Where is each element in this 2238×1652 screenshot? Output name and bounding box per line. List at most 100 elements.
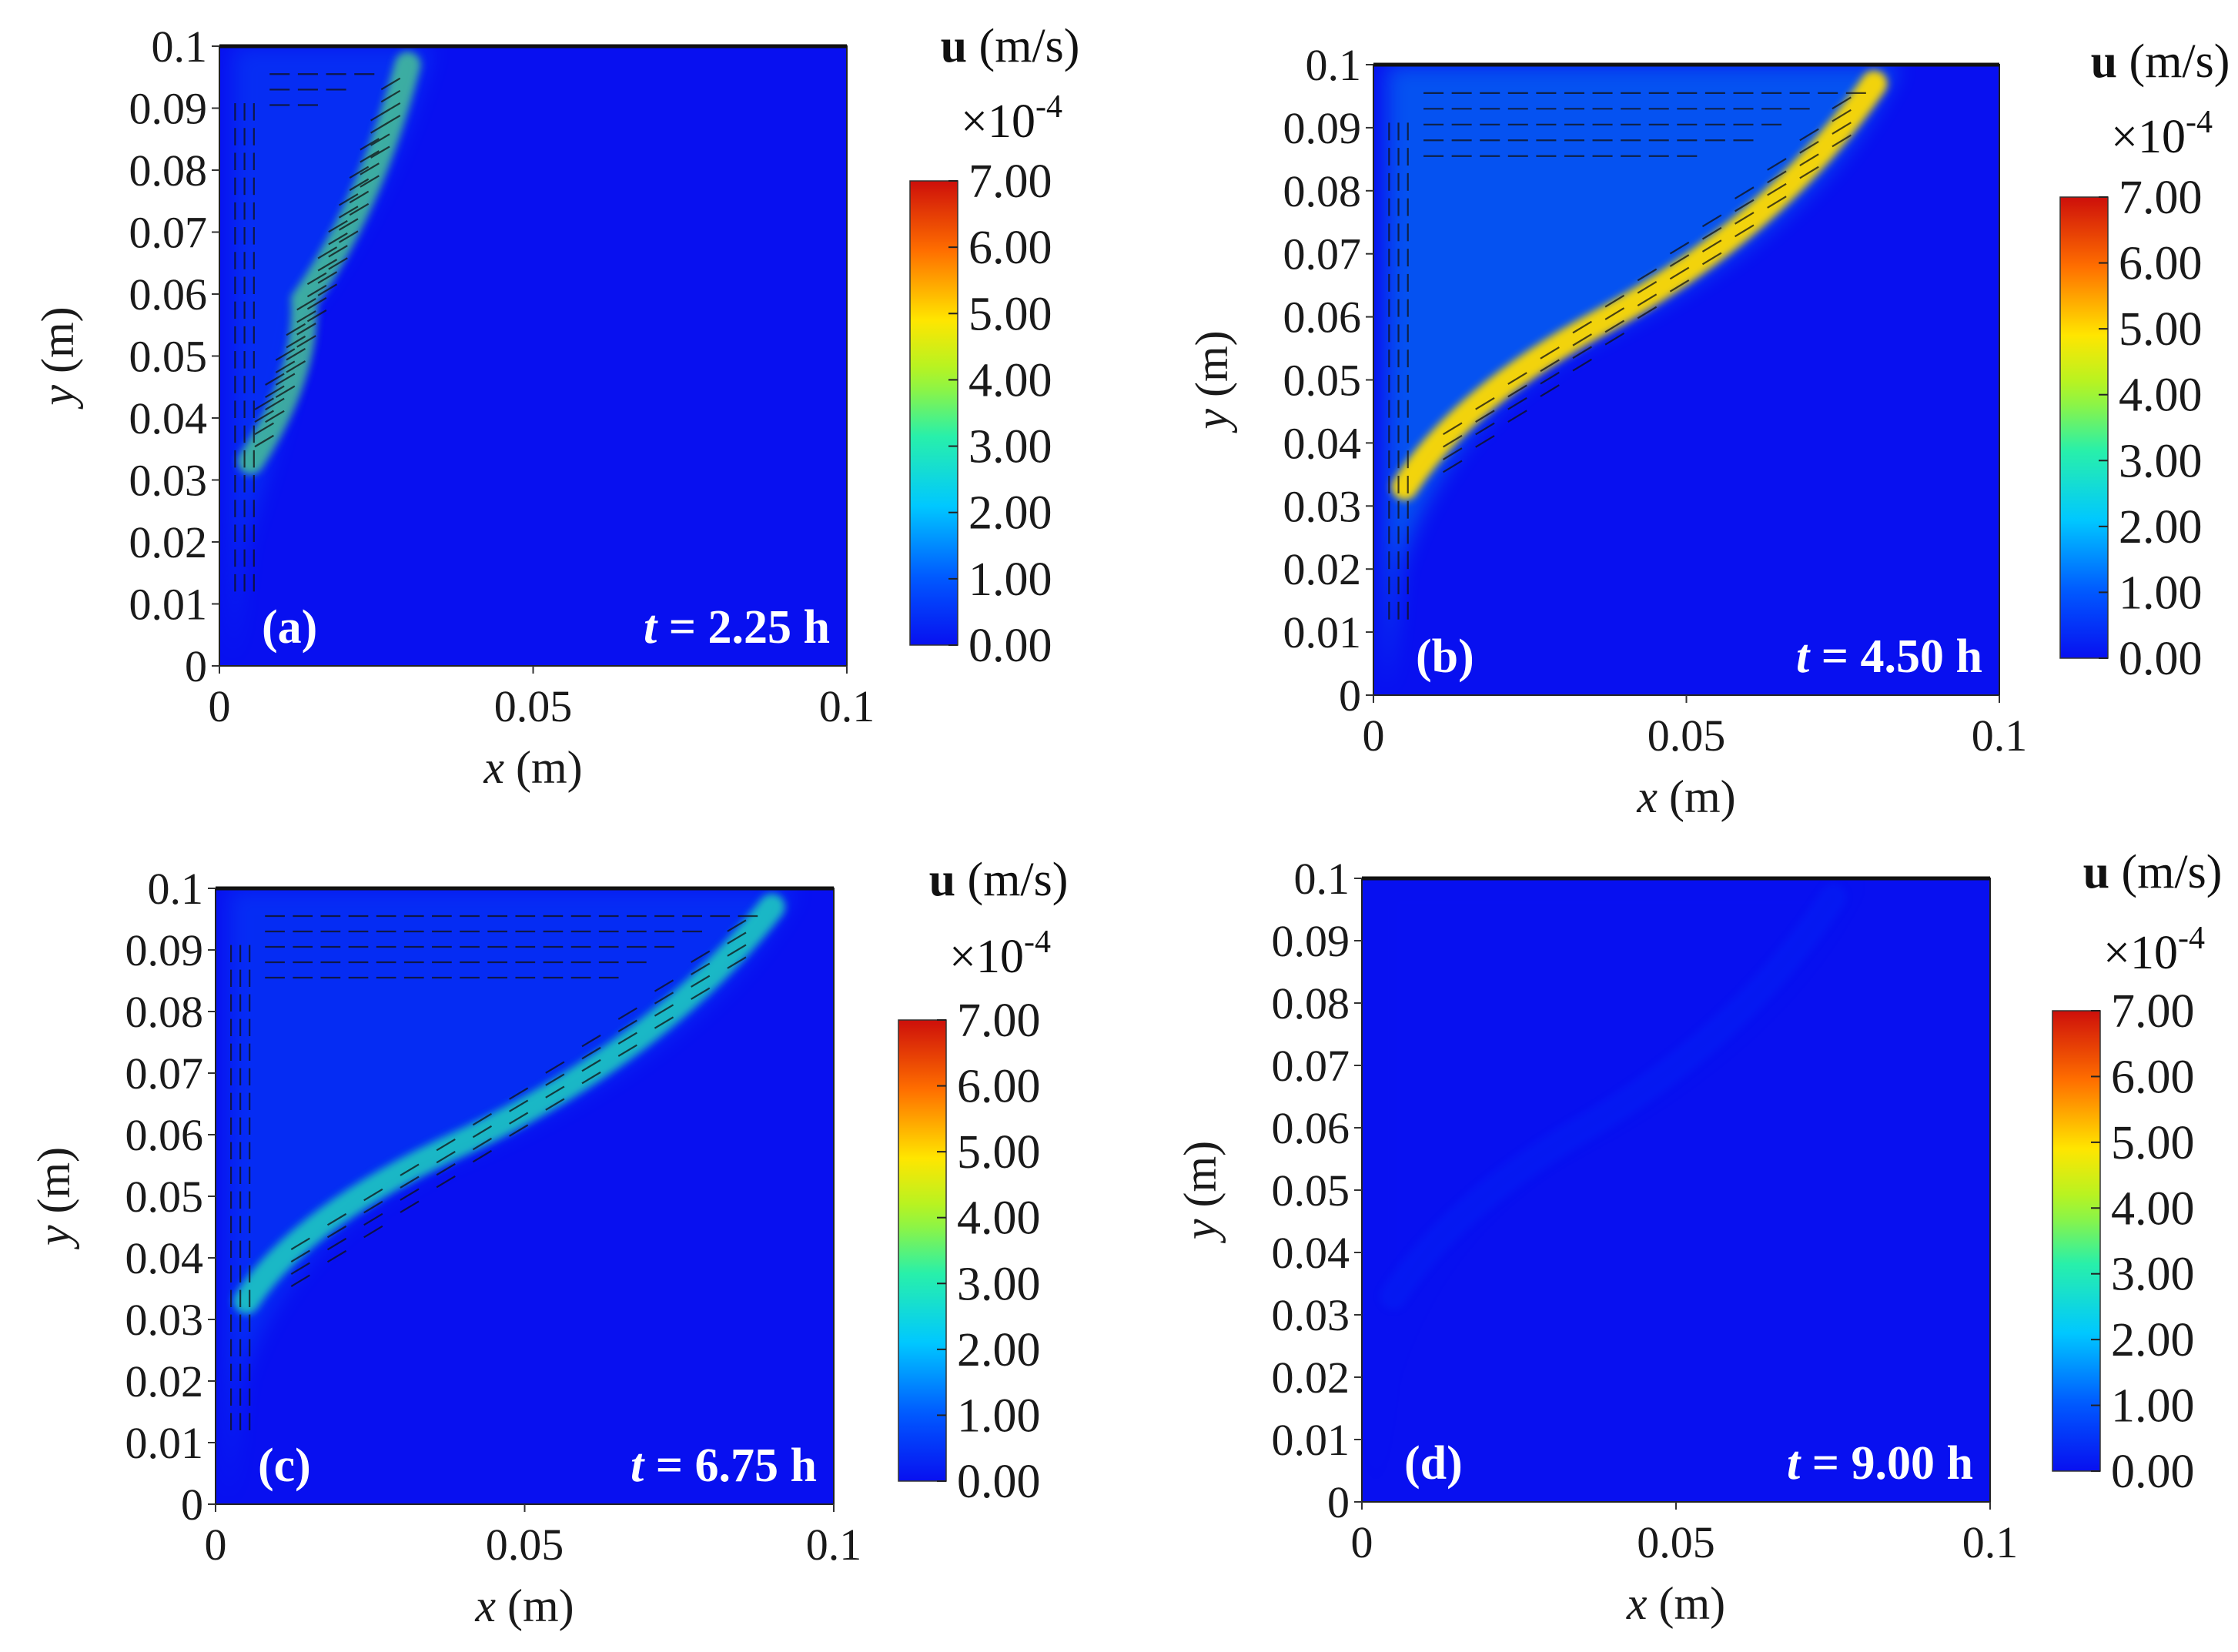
colorbar-tick-label: 1.00: [2111, 1380, 2195, 1433]
velocity-arrows: [229, 915, 758, 1430]
y-tick-label: 0.05: [125, 1172, 204, 1222]
time-annotation: t = 6.75 h: [631, 1440, 817, 1492]
time-annotation: t = 2.25 h: [644, 601, 830, 654]
y-tick-label: 0.1: [152, 22, 208, 72]
y-tick-label: 0.02: [1272, 1353, 1350, 1403]
colorbar-scale: ×10-4: [2103, 921, 2205, 979]
colorbar-tick-label: 6.00: [968, 222, 1052, 274]
x-axis-label: x (m): [1636, 771, 1735, 822]
colorbar-tick-label: 0.00: [2119, 633, 2203, 685]
y-tick-label: 0.1: [1294, 854, 1350, 904]
colorbar-tick-label: 3.00: [2111, 1249, 2195, 1301]
panel-c-svg: 0 0.01 0.02 0.03 0.04 0.05 0.06 0.07 0.08 0.09 0.1…: [28, 854, 1068, 1631]
panel-b: 0 0.01 0.02 0.03 0.04 0.05 0.06 0.07 0.08 0.09 0.1…: [1119, 0, 2238, 826]
y-tick-label: 0.01: [1283, 607, 1362, 657]
y-tick-label: 0.08: [1272, 978, 1350, 1028]
panel-d-svg: 0 0.01 0.02 0.03 0.04 0.05 0.06 0.07 0.08 0.09 0.1…: [1175, 846, 2222, 1629]
velocity-arrows: [234, 73, 401, 592]
y-tick-label: 0.01: [125, 1418, 204, 1468]
colorbar: [2059, 196, 2109, 659]
colorbar-tick-label: 6.00: [957, 1061, 1041, 1113]
colorbar-tick-label: 5.00: [968, 288, 1052, 340]
panel-label: (b): [1416, 630, 1474, 683]
y-tick-label: 0.07: [1272, 1041, 1350, 1091]
colorbar-tick-label: 5.00: [2119, 303, 2203, 356]
colorbar-scale: ×10-4: [949, 925, 1051, 983]
y-tick-label: 0.05: [129, 332, 208, 382]
colorbar-tick-label: 3.00: [968, 421, 1052, 473]
y-tick-label: 0.04: [129, 393, 208, 443]
y-tick-label: 0.02: [125, 1356, 204, 1406]
y-tick-label: 0.09: [125, 925, 204, 975]
colorbar-tick-label: 4.00: [957, 1192, 1041, 1245]
colorbar: [898, 1019, 947, 1482]
y-tick-label: 0.06: [1272, 1103, 1350, 1153]
colorbar-tick-label: 0.00: [2111, 1446, 2195, 1498]
x-axis-label: x (m): [483, 742, 582, 793]
x-tick-label: 0.05: [486, 1520, 564, 1570]
y-tick-label: 0: [181, 1480, 203, 1530]
colorbar-title: u (m/s): [941, 20, 1080, 72]
y-tick-label: 0.06: [125, 1110, 204, 1160]
panel-b-svg: 0 0.01 0.02 0.03 0.04 0.05 0.06 0.07 0.08 0.09 0.1…: [1186, 35, 2230, 822]
colorbar-tick-label: 7.00: [2111, 985, 2195, 1038]
panel-label: (c): [258, 1440, 311, 1492]
y-tick-label: 0.07: [125, 1048, 204, 1099]
y-axis-label: y (m): [28, 1147, 79, 1250]
x-tick-label: 0.05: [494, 681, 573, 731]
colorbar-tick-label: 2.00: [968, 487, 1052, 540]
colorbar-tick-label: 4.00: [2111, 1182, 2195, 1235]
x-tick-label: 0.1: [806, 1520, 862, 1570]
colorbar-tick-label: 2.00: [2111, 1314, 2195, 1366]
recirculation-halo: [228, 888, 797, 1504]
y-axis-label: y (m): [32, 306, 83, 410]
y-tick-label: 0.01: [1272, 1415, 1350, 1465]
colorbar-tick-label: 4.00: [2119, 370, 2203, 422]
recirculation-halo: [1374, 878, 1858, 1502]
y-tick-label: 0.03: [1272, 1290, 1350, 1340]
y-tick-label: 0.06: [1283, 293, 1362, 343]
y-tick-label: 0.02: [1283, 544, 1362, 594]
x-tick-label: 0.05: [1648, 711, 1726, 761]
colorbar: [2052, 1010, 2101, 1472]
colorbar-tick-label: 2.00: [957, 1324, 1041, 1376]
recirculation-halo: [1386, 65, 1899, 695]
x-tick-label: 0: [205, 1520, 227, 1570]
y-tick-label: 0.08: [129, 145, 208, 196]
panel-label: (d): [1404, 1437, 1463, 1490]
flow-field: [226, 888, 797, 1504]
colorbar-tick-label: 0.00: [957, 1456, 1041, 1508]
y-axis-label: y (m): [1186, 330, 1237, 433]
time-annotation: t = 9.00 h: [1787, 1437, 1973, 1490]
y-tick-label: 0.08: [125, 987, 204, 1037]
y-tick-label: 0.03: [125, 1295, 204, 1345]
y-tick-label: 0.09: [1283, 103, 1362, 153]
y-tick-label: 0.04: [1283, 418, 1362, 468]
colorbar: [909, 180, 958, 646]
y-tick-label: 0.09: [129, 84, 208, 134]
y-tick-label: 0.1: [1306, 40, 1362, 90]
colorbar-tick-label: 6.00: [2111, 1051, 2195, 1103]
y-tick-label: 0.06: [129, 269, 208, 319]
plume-band: [237, 52, 421, 475]
colorbar-tick-label: 0.00: [968, 620, 1052, 672]
y-tick-label: 0.04: [125, 1233, 204, 1283]
colorbar-tick-label: 1.00: [957, 1389, 1041, 1442]
y-tick-label: 0: [1327, 1477, 1350, 1527]
y-axis-label: y (m): [1175, 1141, 1226, 1244]
panel-c: 0 0.01 0.02 0.03 0.04 0.05 0.06 0.07 0.08 0.09 0.1…: [0, 826, 1119, 1652]
y-tick-label: 0.05: [1283, 356, 1362, 406]
y-tick-label: 0.07: [1283, 229, 1362, 279]
x-tick-label: 0: [1351, 1517, 1373, 1567]
y-tick-label: 0.03: [1283, 481, 1362, 531]
colorbar-tick-label: 3.00: [2119, 435, 2203, 487]
x-tick-label: 0: [1363, 711, 1385, 761]
recirculation-halo: [232, 46, 433, 666]
y-tick-label: 0.1: [148, 864, 204, 914]
time-annotation: t = 4.50 h: [1796, 630, 1982, 683]
flow-field: [1372, 878, 1858, 1502]
colorbar-tick-label: 7.00: [957, 995, 1041, 1047]
colorbar-tick-label: 2.00: [2119, 501, 2203, 553]
flow-field: [1383, 65, 1899, 695]
colorbar-tick-label: 7.00: [968, 156, 1052, 208]
